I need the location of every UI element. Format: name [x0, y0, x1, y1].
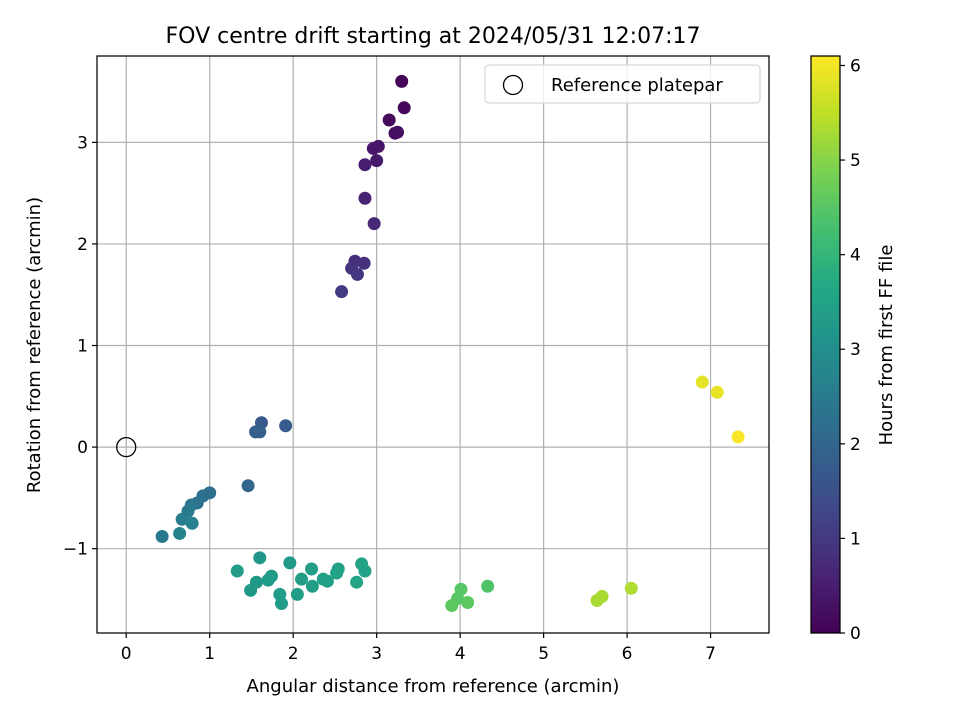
legend-entry: Reference platepar: [551, 75, 723, 96]
data-point: [283, 556, 297, 570]
data-point: [253, 551, 267, 565]
colorbar-label: Hours from first FF file: [876, 245, 897, 446]
data-point: [320, 574, 334, 588]
data-point: [350, 267, 364, 281]
colorbar-gradient: [811, 56, 840, 633]
data-point: [244, 583, 258, 597]
grid-lines: [97, 56, 769, 633]
y-axis-label: Rotation from reference (arcmin): [24, 197, 45, 493]
data-point: [335, 285, 349, 299]
data-point: [366, 141, 380, 155]
data-point: [395, 74, 409, 88]
y-tick-label: −1: [63, 540, 88, 560]
x-tick-label: 2: [288, 644, 299, 664]
colorbar-tick-label: 5: [850, 151, 861, 171]
colorbar-tick-label: 4: [850, 246, 861, 266]
data-point: [274, 597, 288, 611]
x-tick-label: 3: [371, 644, 382, 664]
data-points: [116, 74, 745, 613]
data-point: [350, 575, 364, 589]
x-tick-label: 5: [538, 644, 549, 664]
y-tick-label: 2: [77, 235, 88, 255]
data-point: [253, 425, 267, 439]
data-point: [624, 581, 638, 595]
x-tick-label: 0: [121, 644, 132, 664]
data-point: [367, 217, 381, 231]
chart-title: FOV centre drift starting at 2024/05/31 …: [166, 24, 701, 49]
data-point: [305, 562, 319, 576]
colorbar-ticks: 0 1 2 3 4 5 6: [840, 56, 861, 644]
data-point: [185, 516, 199, 530]
data-point: [279, 419, 293, 433]
colorbar: 0 1 2 3 4 5 6 Hours from first FF file: [810, 55, 897, 644]
colorbar-tick-label: 0: [850, 624, 861, 644]
colorbar-tick-label: 1: [850, 529, 861, 549]
colorbar-tick-label: 6: [850, 56, 861, 76]
data-point: [710, 385, 724, 399]
legend-marker: [502, 74, 524, 96]
data-point: [370, 154, 384, 168]
x-axis-ticks: 0 1 2 3 4 5 6 7: [121, 633, 716, 664]
x-tick-label: 7: [705, 644, 716, 664]
data-point: [330, 566, 344, 580]
x-tick-label: 4: [455, 644, 466, 664]
data-point: [358, 191, 372, 205]
data-point: [175, 512, 189, 526]
colorbar-frame: [810, 55, 841, 634]
data-point: [358, 564, 372, 578]
data-point: [290, 587, 304, 601]
data-point: [481, 579, 495, 593]
x-axis-label: Angular distance from reference (arcmin): [247, 676, 620, 697]
data-point: [357, 256, 371, 270]
plot-frame: [96, 55, 770, 634]
x-tick-label: 6: [622, 644, 633, 664]
reference-platepar-marker: [116, 436, 137, 458]
data-point: [461, 596, 475, 610]
y-tick-label: 1: [77, 337, 88, 357]
data-point: [173, 526, 187, 540]
data-point: [155, 529, 169, 543]
data-point: [382, 113, 396, 127]
data-point: [305, 579, 319, 593]
legend-box: [484, 64, 761, 104]
data-point: [590, 593, 604, 607]
data-point: [445, 599, 459, 613]
x-tick-label: 1: [204, 644, 215, 664]
colorbar-tick-label: 2: [850, 435, 861, 455]
data-point: [241, 479, 255, 493]
data-point: [358, 158, 372, 172]
data-point: [264, 569, 278, 583]
data-point: [695, 375, 709, 389]
data-point: [731, 430, 745, 444]
data-point: [397, 101, 411, 115]
y-axis-ticks: −1 0 1 2 3: [63, 133, 97, 560]
y-tick-label: 0: [77, 438, 88, 458]
y-tick-label: 3: [77, 133, 88, 153]
colorbar-tick-label: 3: [850, 340, 861, 360]
data-point: [230, 564, 244, 578]
data-point: [391, 125, 405, 139]
data-point: [295, 572, 309, 586]
legend: Reference platepar: [484, 64, 761, 104]
